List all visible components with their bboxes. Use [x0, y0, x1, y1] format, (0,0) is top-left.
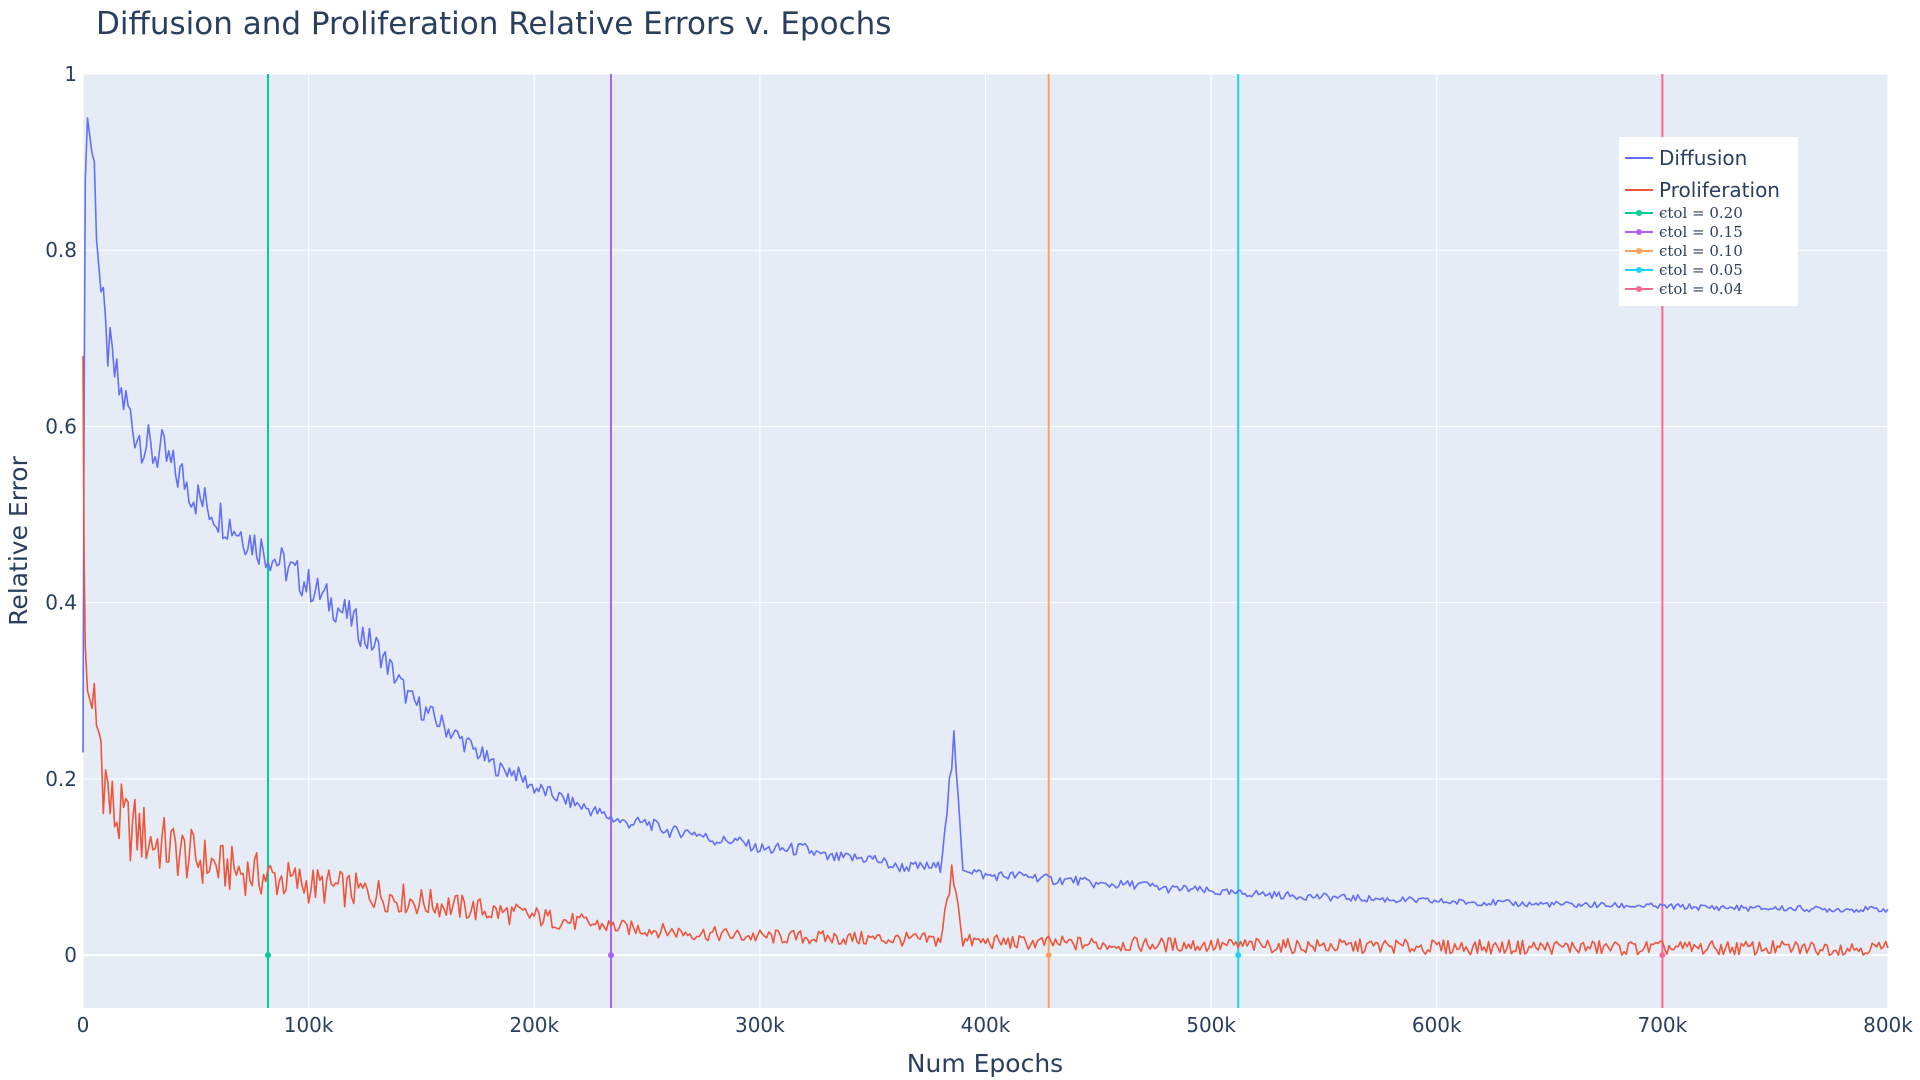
chart-title: Diffusion and Proliferation Relative Err…	[96, 6, 891, 42]
legend-label[interactable]: ϵtol = 0.05	[1659, 261, 1743, 279]
y-tick-label: 0.8	[45, 238, 77, 262]
x-tick-label: 400k	[961, 1013, 1011, 1037]
legend-marker	[1636, 229, 1642, 235]
legend-label[interactable]: ϵtol = 0.10	[1659, 242, 1743, 260]
x-tick-label: 700k	[1637, 1013, 1687, 1037]
series-line-proliferation	[82, 355, 1889, 956]
x-tick-label: 100k	[284, 1013, 334, 1037]
x-tick-label: 0	[77, 1013, 90, 1037]
x-tick-label: 200k	[509, 1013, 559, 1037]
y-tick-label: 0.6	[45, 414, 77, 438]
threshold-marker	[1235, 952, 1242, 959]
tick-labels: 0 100k 200k 300k 400k 500k 600k 700k 800k 0 0.2 0.4…	[45, 62, 1913, 1037]
x-tick-label: 600k	[1412, 1013, 1462, 1037]
x-tick-label: 500k	[1186, 1013, 1236, 1037]
x-tick-label: 300k	[735, 1013, 785, 1037]
y-tick-label: 1	[64, 62, 77, 86]
legend-marker	[1636, 267, 1642, 273]
threshold-marker	[1659, 952, 1666, 959]
y-axis-title: Relative Error	[4, 455, 33, 625]
x-axis-title: Num Epochs	[907, 1049, 1063, 1078]
legend-marker	[1636, 210, 1642, 216]
threshold-marker	[1045, 952, 1052, 959]
legend-marker	[1636, 248, 1642, 254]
series-line-diffusion	[82, 117, 1889, 913]
threshold-marker	[607, 952, 614, 959]
threshold-marker	[265, 952, 272, 959]
legend-label[interactable]: Diffusion	[1659, 146, 1747, 170]
y-tick-label: 0	[64, 943, 77, 967]
legend-label[interactable]: ϵtol = 0.15	[1659, 223, 1743, 241]
legend-label[interactable]: ϵtol = 0.04	[1659, 280, 1743, 298]
legend-marker	[1636, 286, 1642, 292]
legend-box	[1619, 137, 1798, 306]
legend-label[interactable]: ϵtol = 0.20	[1659, 204, 1743, 222]
y-tick-label: 0.2	[45, 767, 77, 791]
legend-label[interactable]: Proliferation	[1659, 178, 1780, 202]
y-tick-label: 0.4	[45, 591, 77, 615]
series-layer	[82, 117, 1889, 956]
x-tick-label: 800k	[1863, 1013, 1913, 1037]
